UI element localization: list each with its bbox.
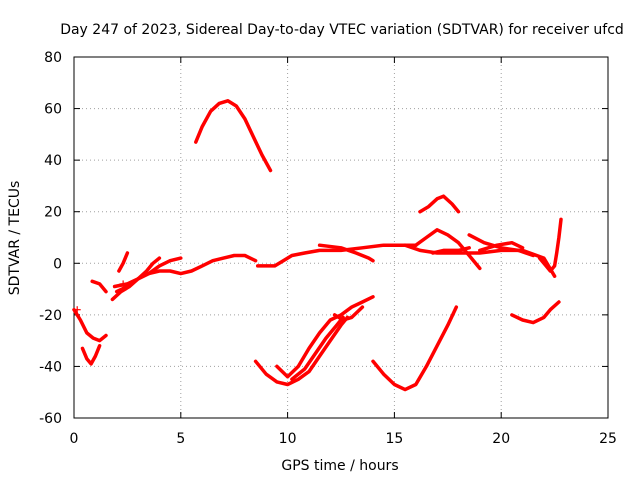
x-tick-label: 25 bbox=[599, 431, 617, 447]
series-s22 bbox=[510, 300, 561, 325]
series-s1 bbox=[72, 307, 108, 343]
series-s7 bbox=[117, 251, 130, 273]
series-s2 bbox=[80, 344, 102, 366]
x-tick-label: 0 bbox=[70, 431, 79, 447]
y-tick-label: 60 bbox=[44, 102, 62, 118]
x-axis-label: GPS time / hours bbox=[281, 458, 398, 474]
data-point bbox=[119, 280, 127, 288]
axis-ticks bbox=[73, 56, 609, 419]
y-tick-label: -60 bbox=[39, 411, 62, 427]
series-s15 bbox=[478, 240, 525, 253]
series-s12 bbox=[403, 243, 557, 278]
series-s8 bbox=[194, 99, 273, 173]
series-s21 bbox=[371, 305, 459, 392]
x-tick-label: 5 bbox=[176, 431, 185, 447]
series-s17 bbox=[253, 315, 350, 387]
x-tick-label: 15 bbox=[385, 431, 403, 447]
grid bbox=[74, 57, 608, 418]
series-s10 bbox=[317, 243, 375, 263]
plot-frame bbox=[73, 56, 609, 419]
series-s23 bbox=[537, 217, 563, 273]
y-tick-labels: -60 -40 -20 0 20 40 60 80 bbox=[39, 50, 62, 427]
series-s11 bbox=[414, 228, 482, 271]
x-tick-labels: 0 5 10 15 20 25 bbox=[70, 431, 617, 447]
series-s18 bbox=[275, 295, 375, 379]
y-tick-label: 20 bbox=[44, 205, 62, 221]
x-tick-label: 20 bbox=[492, 431, 510, 447]
series-s20 bbox=[332, 305, 365, 322]
chart-title: Day 247 of 2023, Sidereal Day-to-day VTE… bbox=[60, 22, 624, 38]
series-s19 bbox=[290, 315, 345, 382]
y-tick-label: -20 bbox=[39, 308, 62, 324]
y-tick-label: -40 bbox=[39, 359, 62, 375]
y-tick-label: 80 bbox=[44, 50, 62, 66]
data-point bbox=[73, 306, 81, 314]
y-tick-label: 0 bbox=[53, 256, 62, 272]
series-s3 bbox=[90, 279, 108, 294]
series-s13 bbox=[431, 246, 471, 255]
series-s16 bbox=[418, 194, 461, 214]
series-s9 bbox=[255, 243, 418, 268]
data-series bbox=[72, 99, 563, 392]
series-s6 bbox=[114, 253, 258, 294]
y-axis-label: SDTVAR / TECUs bbox=[7, 181, 23, 296]
y-tick-label: 40 bbox=[44, 153, 62, 169]
x-tick-label: 10 bbox=[279, 431, 297, 447]
series-s14 bbox=[467, 233, 535, 258]
